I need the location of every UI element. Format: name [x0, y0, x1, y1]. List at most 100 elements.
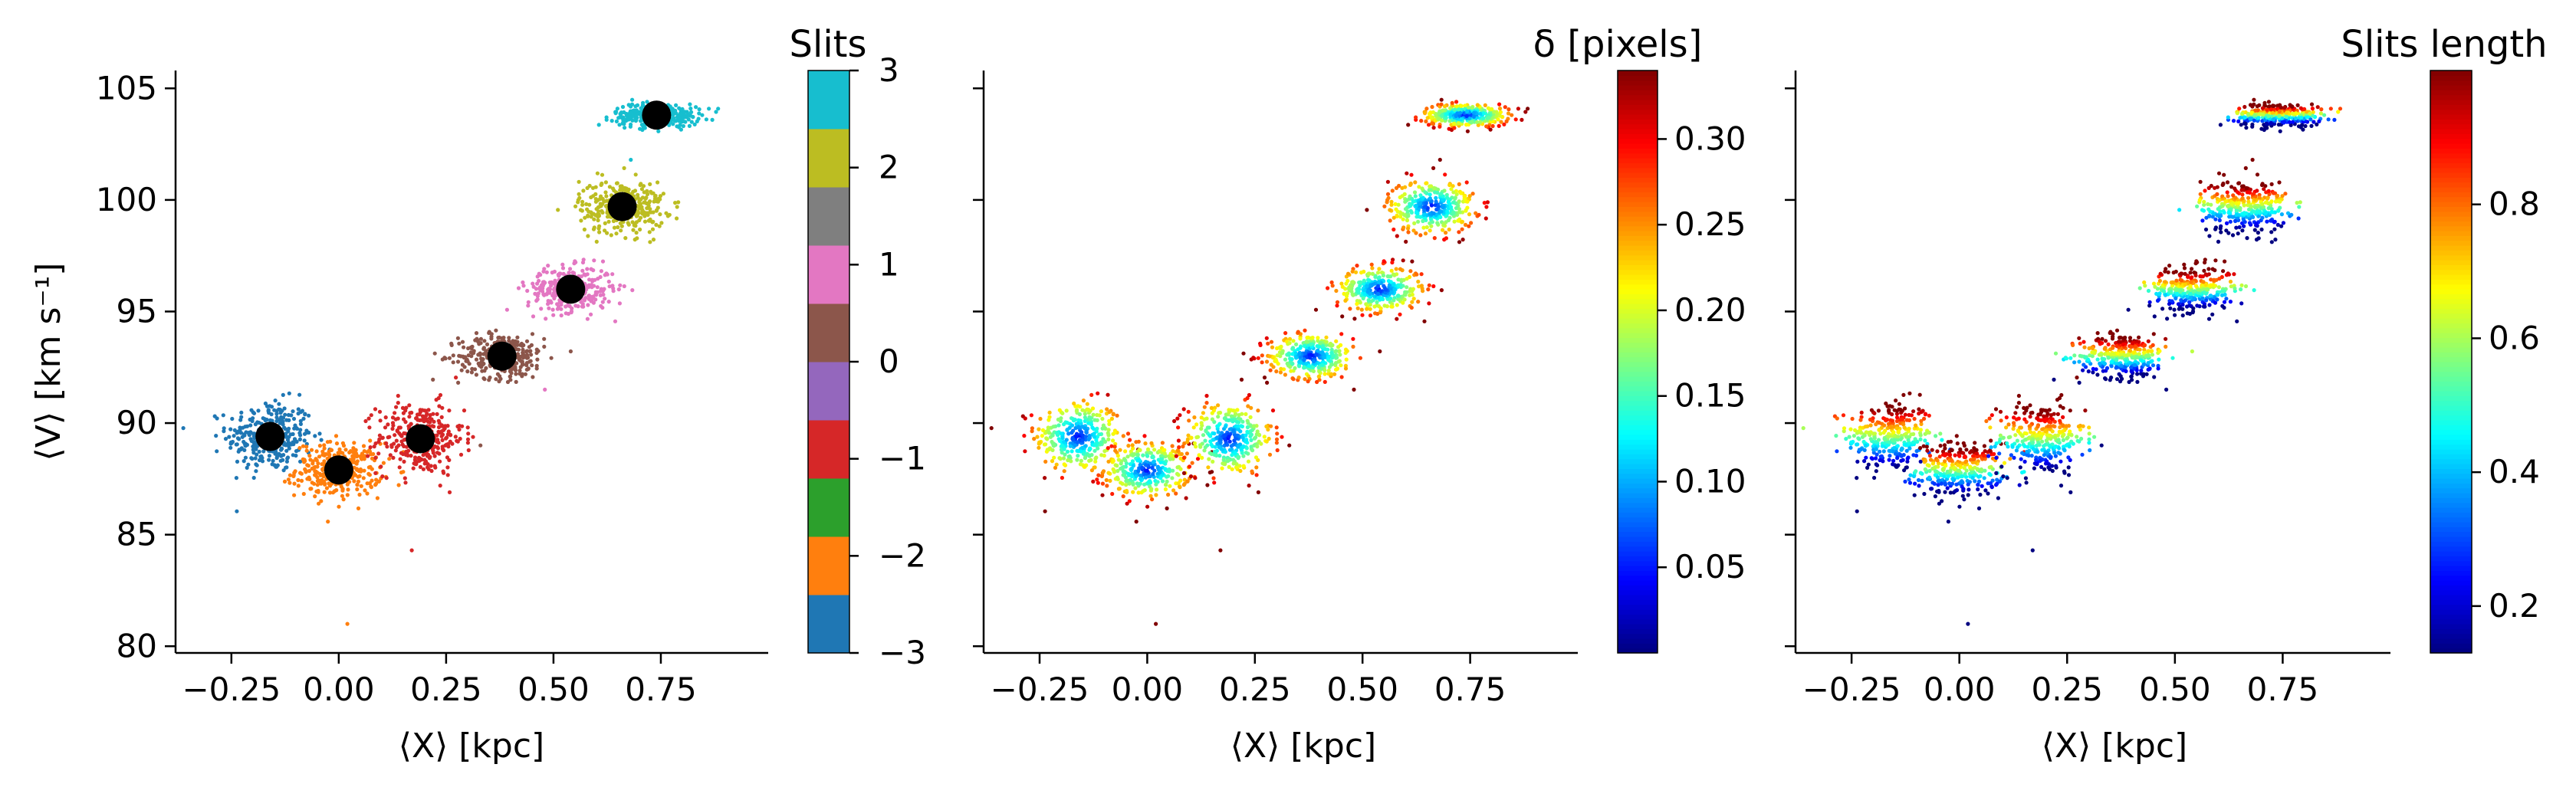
- scatter-point: [306, 464, 310, 468]
- scatter-point: [1137, 448, 1142, 452]
- scatter-point: [1316, 345, 1322, 349]
- scatter-point: [1475, 103, 1480, 107]
- scatter-point: [1283, 372, 1287, 377]
- scatter-point: [1043, 442, 1048, 447]
- scatter-point: [1922, 416, 1927, 421]
- scatter-point: [613, 111, 618, 116]
- scatter-point: [604, 194, 609, 198]
- scatter-point: [1897, 407, 1901, 412]
- scatter-point: [324, 486, 329, 490]
- scatter-point: [1148, 480, 1152, 484]
- scatter-point: [648, 240, 652, 244]
- scatter-point: [1444, 236, 1448, 241]
- scatter-point: [1506, 107, 1511, 112]
- scatter-point: [270, 418, 274, 423]
- scatter-point: [481, 361, 485, 366]
- scatter-point: [321, 474, 326, 479]
- scatter-point: [274, 464, 278, 469]
- scatter-point: [465, 441, 471, 445]
- scatter-point: [1428, 184, 1432, 189]
- scatter-point: [1216, 403, 1221, 408]
- scatter-point: [1250, 469, 1254, 474]
- scatter-point: [1359, 280, 1363, 284]
- scatter-point: [423, 408, 428, 413]
- scatter-point: [1335, 300, 1340, 304]
- colorbar-gradient-step: [1618, 478, 1658, 484]
- scatter-point: [1043, 509, 1047, 513]
- scatter-point: [611, 218, 616, 224]
- scatter-point: [594, 239, 599, 244]
- scatter-point: [1181, 455, 1187, 461]
- scatter-point: [1270, 345, 1275, 349]
- scatter-point: [1427, 301, 1431, 306]
- scatter-point: [268, 404, 272, 408]
- scatter-point: [1135, 452, 1140, 458]
- scatter-point: [230, 416, 235, 421]
- scatter-point: [1923, 438, 1927, 443]
- scatter-point: [394, 438, 399, 443]
- scatter-point: [1064, 438, 1069, 442]
- scatter-point: [1488, 127, 1493, 132]
- scatter-point: [547, 289, 552, 294]
- scatter-point: [436, 418, 441, 423]
- colorbar-gradient-step: [1618, 119, 1658, 125]
- scatter-point: [298, 471, 303, 475]
- scatter-point: [586, 294, 591, 298]
- scatter-point: [436, 429, 441, 435]
- scatter-point: [1111, 467, 1116, 472]
- scatter-point: [1411, 297, 1416, 301]
- scatter-point: [1254, 473, 1259, 477]
- scatter-point: [1176, 473, 1181, 477]
- scatter-point: [267, 458, 271, 462]
- scatter-point: [391, 455, 396, 461]
- scatter-point: [366, 416, 371, 421]
- mean-marker: [255, 421, 285, 451]
- scatter-point: [384, 441, 389, 446]
- scatter-point: [1376, 295, 1381, 300]
- y-tick-label: 90: [117, 404, 157, 441]
- scatter-point: [1030, 426, 1034, 431]
- scatter-point: [1911, 453, 1916, 458]
- colorbar-gradient-step: [1618, 420, 1658, 425]
- scatter-point: [1453, 196, 1457, 201]
- scatter-point: [399, 433, 403, 438]
- scatter-point: [1303, 377, 1307, 382]
- scatter-point: [1417, 215, 1421, 219]
- scatter-point: [593, 185, 598, 189]
- scatter-point: [301, 416, 306, 421]
- colorbar-swatch: [808, 595, 849, 654]
- colorbar-tick-label: 0: [879, 343, 899, 380]
- scatter-point: [350, 454, 355, 458]
- scatter-point: [641, 100, 646, 105]
- scatter-point: [238, 431, 244, 435]
- colorbar-gradient-step: [1618, 415, 1658, 421]
- scatter-point: [632, 221, 637, 226]
- scatter-point: [366, 454, 370, 458]
- scatter-point: [1456, 107, 1461, 112]
- scatter-point: [440, 432, 445, 437]
- scatter-point: [1134, 520, 1138, 524]
- colorbar-tick-label: 3: [879, 51, 899, 89]
- scatter-point: [1311, 359, 1316, 364]
- scatter-point: [287, 446, 291, 451]
- colorbar-gradient-step: [1618, 327, 1658, 333]
- colorbar-gradient-step: [1618, 298, 1658, 304]
- scatter-point: [573, 204, 578, 208]
- scatter-point: [431, 377, 435, 382]
- colorbar-gradient-step: [1618, 109, 1658, 115]
- scatter-point: [1223, 450, 1227, 454]
- scatter-point: [375, 496, 380, 500]
- scatter-point: [314, 449, 319, 454]
- scatter-point: [393, 448, 398, 453]
- scatter-point: [1460, 227, 1464, 231]
- scatter-point: [1328, 359, 1332, 363]
- scatter-point: [1402, 297, 1407, 302]
- scatter-point: [630, 97, 635, 102]
- scatter-point: [355, 487, 360, 492]
- colorbar-gradient-step: [1618, 464, 1658, 469]
- scatter-point: [1154, 493, 1158, 497]
- scatter-point: [667, 212, 672, 217]
- scatter-point: [303, 467, 307, 472]
- scatter-point: [369, 413, 373, 418]
- colorbar-gradient-step: [1618, 512, 1658, 518]
